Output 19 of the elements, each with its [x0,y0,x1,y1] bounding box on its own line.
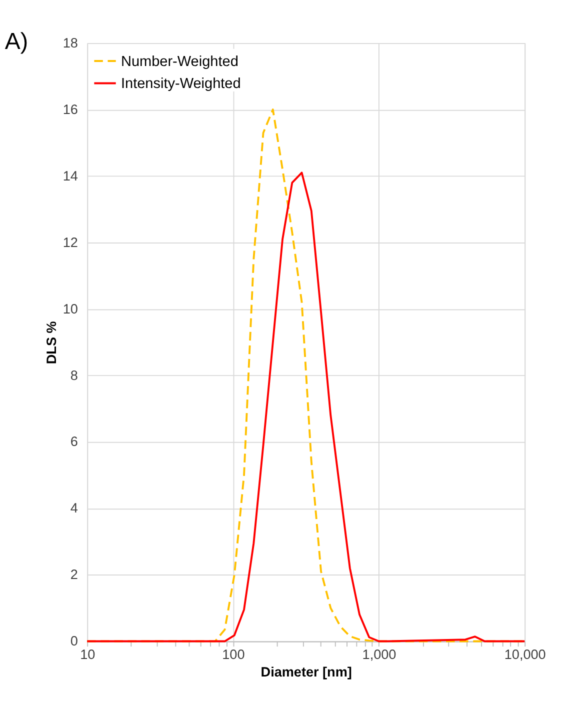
y-tick-label: 12 [62,234,78,250]
x-tick-label: 1,000 [362,647,396,662]
legend-label: Intensity-Weighted [120,76,241,92]
legend-label: Number-Weighted [120,54,238,70]
x-tick-label: 10,000 [504,647,546,662]
chart-title: A) [4,28,28,54]
y-tick-label: 18 [62,35,78,50]
y-tick-label: 14 [62,168,78,184]
y-tick-label: 4 [70,500,78,516]
y-tick-label: 8 [70,368,78,383]
x-tick-label: 100 [222,647,245,662]
x-axis-title: Diameter [nm] [260,664,352,680]
y-tick-label: 10 [62,301,78,316]
y-tick-label: 6 [70,434,78,450]
y-tick-label: 16 [62,102,78,117]
y-tick-label: 0 [70,634,78,649]
y-tick-label: 2 [70,567,78,582]
y-axis-title: DLS % [44,321,60,364]
x-tick-label: 10 [80,647,96,662]
